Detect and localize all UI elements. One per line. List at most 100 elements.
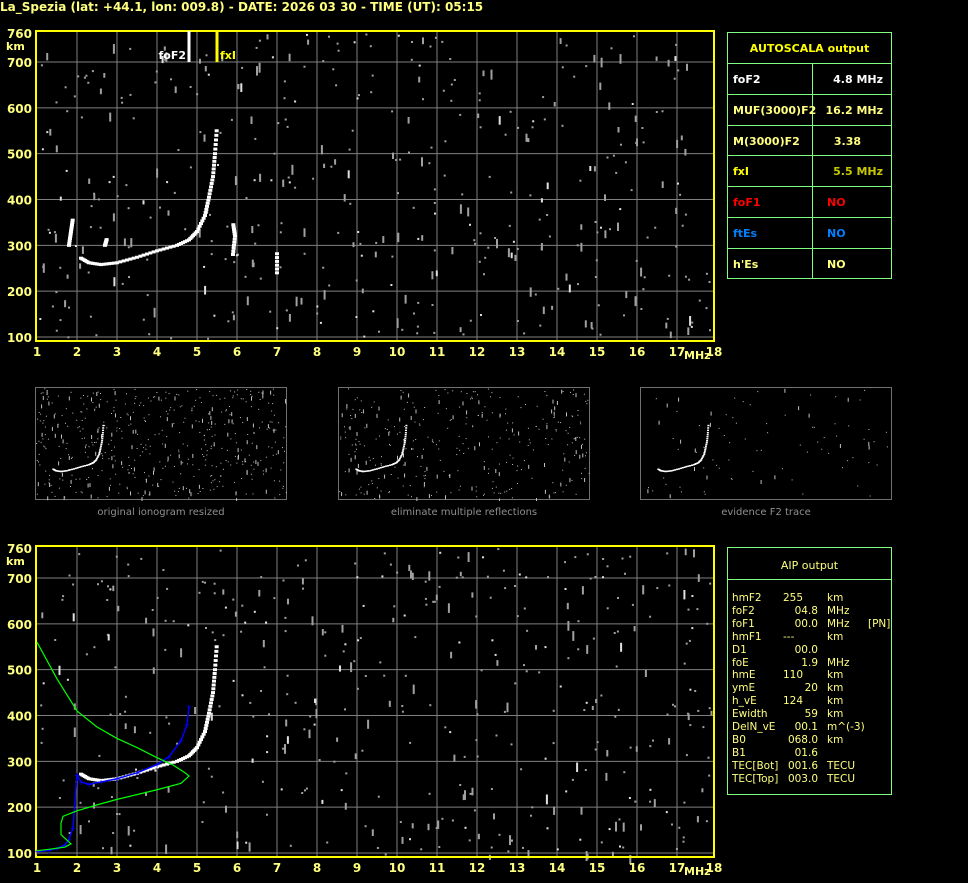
noise-echo <box>552 709 555 712</box>
thumb-noise <box>475 490 477 492</box>
y-tick-label: 760 <box>7 27 32 41</box>
noise-echo <box>282 747 285 750</box>
aip-value: 1.9 <box>801 656 818 669</box>
noise-echo <box>322 60 325 63</box>
thumb-noise <box>210 448 212 450</box>
thumb-noise <box>869 495 871 497</box>
noise-echo <box>516 320 519 322</box>
thumb-trace <box>71 468 74 471</box>
noise-echo <box>473 239 476 242</box>
thumb-noise <box>114 446 115 448</box>
noise-echo <box>707 756 710 759</box>
echo-trace-point <box>148 767 153 771</box>
thumb-trace <box>402 448 405 451</box>
thumb-noise <box>364 427 366 429</box>
aip-fit-point: + <box>34 848 41 857</box>
thumb-noise <box>240 449 242 451</box>
thumb-noise <box>212 480 214 482</box>
aip-unit: MHz <box>827 604 850 617</box>
thumb-noise <box>115 473 117 475</box>
thumb-noise <box>149 453 151 455</box>
thumb-noise <box>121 430 123 432</box>
noise-echo <box>621 557 624 560</box>
thumb-noise <box>868 429 870 430</box>
noise-echo <box>250 116 253 124</box>
noise-echo <box>318 759 321 761</box>
thumb-noise <box>58 461 60 466</box>
noise-echo <box>201 580 204 583</box>
thumb-noise <box>498 472 500 477</box>
noise-echo <box>251 758 254 763</box>
thumb-noise <box>423 482 425 486</box>
thumb-noise <box>210 482 212 484</box>
y-tick-label: 600 <box>7 102 32 116</box>
noise-echo <box>433 331 436 334</box>
noise-echo <box>654 226 657 229</box>
thumb-noise <box>562 491 564 493</box>
x-tick-label: 8 <box>313 861 321 875</box>
thumb-noise <box>459 406 461 408</box>
thumb-noise <box>113 410 115 412</box>
thumb-noise <box>254 432 255 434</box>
aip-fit-point: + <box>178 737 185 746</box>
noise-echo <box>696 816 699 823</box>
noise-echo <box>219 549 222 552</box>
noise-echo <box>121 282 124 285</box>
thumb-noise <box>139 455 141 457</box>
noise-echo <box>47 228 50 231</box>
noise-echo <box>526 629 529 632</box>
thumb-noise <box>245 493 247 495</box>
noise-echo <box>580 224 583 230</box>
thumb-noise <box>498 492 500 494</box>
noise-echo <box>564 588 567 590</box>
thumb-noise <box>568 461 570 463</box>
noise-echo <box>579 179 582 182</box>
noise-echo <box>691 595 694 597</box>
noise-echo <box>629 854 632 865</box>
thumb-noise <box>186 487 187 489</box>
thumbnail-no-multiples <box>338 387 590 501</box>
noise-echo <box>631 603 634 606</box>
thumb-noise <box>97 391 99 393</box>
thumb-noise <box>208 422 210 424</box>
thumb-noise <box>195 420 197 422</box>
noise-echo <box>510 743 513 746</box>
noise-echo <box>125 184 128 187</box>
aip-value: 01.6 <box>794 746 818 759</box>
echo-trace-point <box>115 261 119 265</box>
thumb-noise <box>219 398 221 400</box>
thumb-noise <box>134 476 136 478</box>
noise-echo <box>432 600 435 603</box>
noise-echo <box>231 311 234 314</box>
thumb-noise <box>60 457 62 459</box>
thumb-noise <box>444 389 446 391</box>
noise-echo <box>187 624 190 627</box>
noise-echo <box>679 193 682 196</box>
aip-unit: TECU <box>827 772 856 785</box>
noise-echo <box>379 661 382 664</box>
thumb-noise <box>499 414 501 416</box>
thumb-noise <box>282 487 284 489</box>
thumb-trace <box>399 456 402 458</box>
thumb-noise <box>98 427 100 429</box>
noise-echo <box>652 739 654 742</box>
noise-echo <box>205 627 207 629</box>
thumb-noise <box>488 472 489 474</box>
thumb-noise <box>340 436 342 438</box>
thumb-trace <box>56 470 59 472</box>
x-tick-label: 1 <box>33 345 41 359</box>
thumb-noise <box>90 494 92 499</box>
thumb-noise <box>165 391 167 393</box>
noise-echo <box>606 607 609 610</box>
thumb-noise <box>404 473 406 478</box>
thumb-noise <box>216 486 218 488</box>
aip-key: DelN_vE <box>732 721 776 733</box>
thumb-trace <box>679 467 682 470</box>
thumb-noise <box>221 447 223 449</box>
noise-echo <box>222 791 225 794</box>
thumb-noise <box>698 425 700 427</box>
thumb-noise <box>38 412 40 413</box>
thumb-noise <box>483 465 485 470</box>
aip-value: 00.0 <box>794 643 818 656</box>
noise-echo <box>417 237 420 240</box>
